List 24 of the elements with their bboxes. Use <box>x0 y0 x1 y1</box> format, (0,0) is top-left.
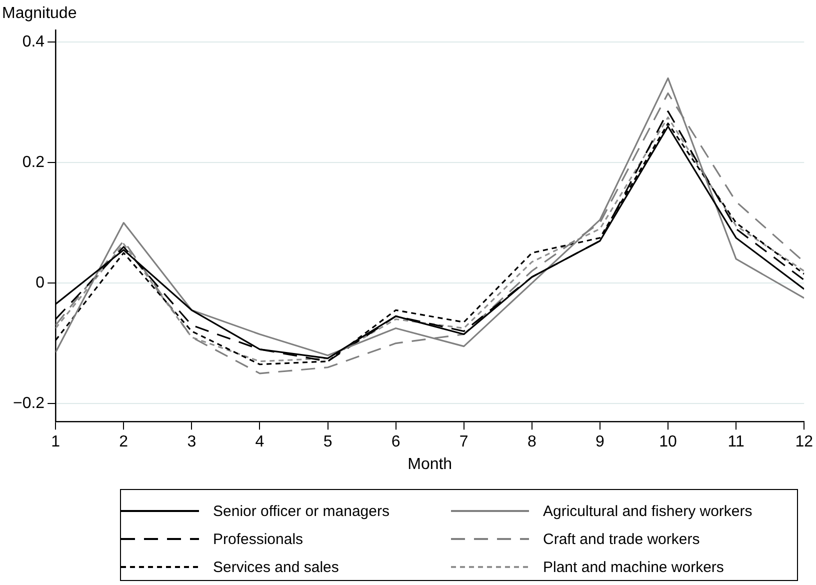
x-tick-label: 3 <box>187 434 196 451</box>
x-tick-label: 5 <box>323 434 332 451</box>
x-tick-label: 2 <box>119 434 128 451</box>
x-tick-label: 4 <box>255 434 264 451</box>
y-tick-label: 0.4 <box>22 33 45 50</box>
x-tick-label: 6 <box>391 434 400 451</box>
x-tick-label: 8 <box>527 434 536 451</box>
legend-label: Agricultural and fishery workers <box>543 502 752 520</box>
x-tick-label: 7 <box>459 434 468 451</box>
x-tick-label: 12 <box>795 434 814 451</box>
y-tick-label: 0.2 <box>22 154 45 171</box>
legend-label: Senior officer or managers <box>213 502 390 520</box>
x-tick-label: 9 <box>596 434 605 451</box>
legend-label: Plant and machine workers <box>543 558 724 576</box>
legend-label: Services and sales <box>213 558 339 576</box>
legend-label: Professionals <box>213 530 304 548</box>
legend-label: Craft and trade workers <box>543 530 700 548</box>
x-axis-title: Month <box>408 456 452 473</box>
y-tick-label: −0.2 <box>12 394 45 412</box>
x-tick-label: 11 <box>728 434 744 451</box>
x-tick-label: 1 <box>51 434 60 451</box>
y-axis-title: Magnitude <box>2 5 77 23</box>
x-tick-label: 10 <box>659 434 678 451</box>
y-tick-label: 0 <box>36 274 45 292</box>
